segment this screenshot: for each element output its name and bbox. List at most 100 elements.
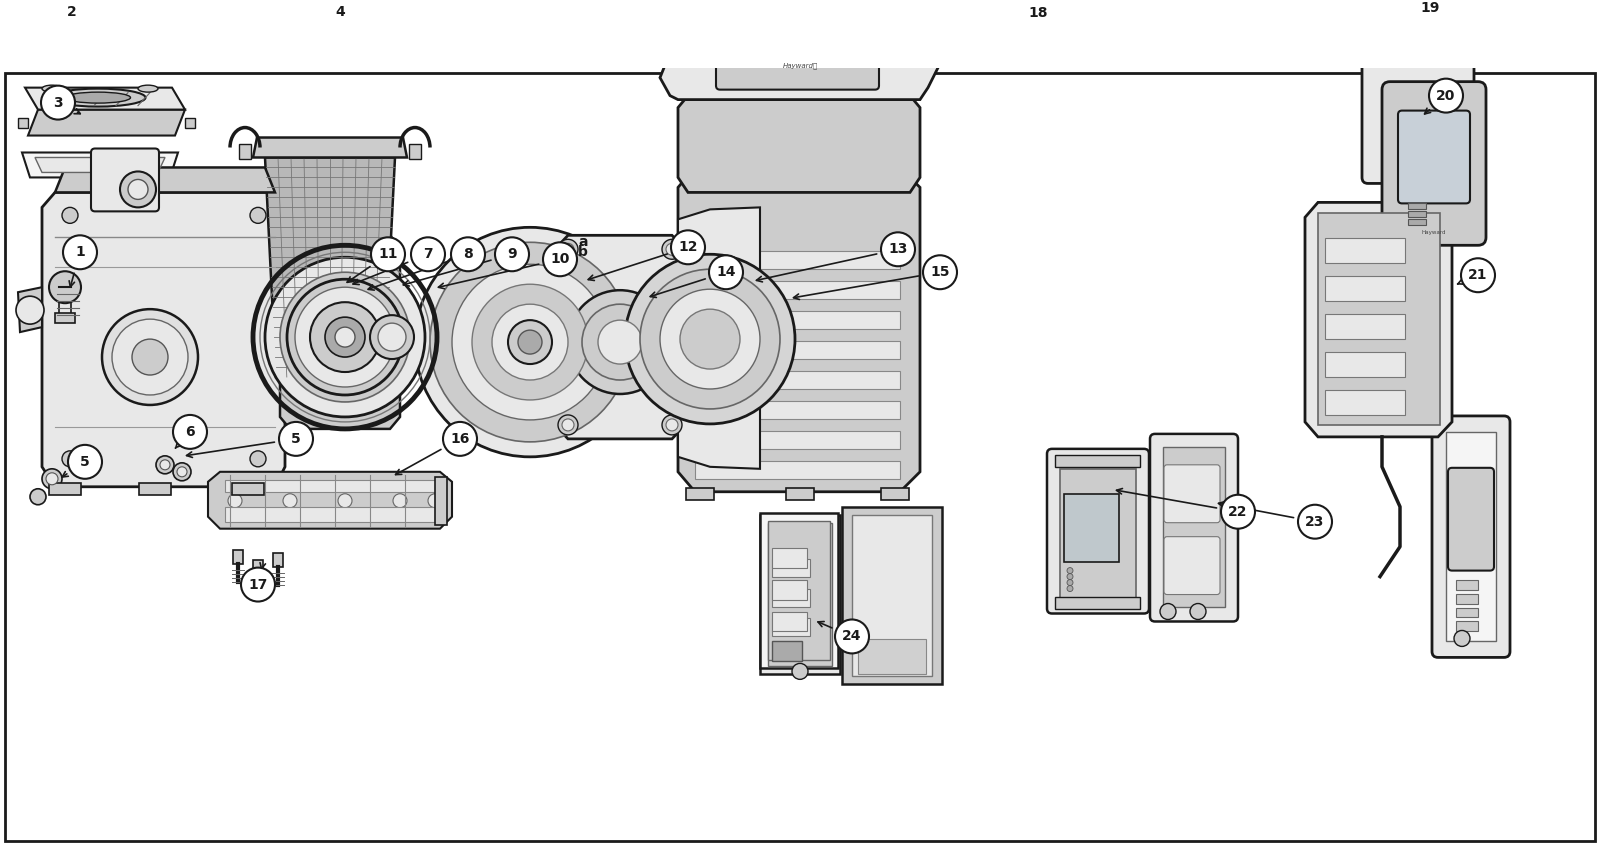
Circle shape bbox=[542, 242, 578, 277]
FancyBboxPatch shape bbox=[768, 523, 832, 667]
Text: HaywardⓇ: HaywardⓇ bbox=[782, 63, 818, 69]
FancyBboxPatch shape bbox=[786, 488, 814, 500]
FancyBboxPatch shape bbox=[1408, 203, 1426, 209]
Ellipse shape bbox=[42, 85, 62, 92]
Circle shape bbox=[173, 415, 206, 449]
Circle shape bbox=[278, 422, 314, 456]
FancyBboxPatch shape bbox=[232, 483, 264, 495]
Text: 8: 8 bbox=[462, 247, 474, 261]
Circle shape bbox=[42, 469, 62, 489]
FancyBboxPatch shape bbox=[1150, 434, 1238, 622]
Text: 4: 4 bbox=[334, 5, 346, 19]
Circle shape bbox=[568, 290, 672, 394]
Circle shape bbox=[112, 319, 189, 395]
Circle shape bbox=[562, 419, 574, 431]
Circle shape bbox=[680, 309, 739, 369]
FancyBboxPatch shape bbox=[771, 612, 806, 631]
FancyBboxPatch shape bbox=[50, 483, 82, 495]
FancyBboxPatch shape bbox=[1398, 111, 1470, 203]
Text: 22: 22 bbox=[1229, 505, 1248, 519]
FancyBboxPatch shape bbox=[234, 550, 243, 563]
Text: 7: 7 bbox=[422, 247, 434, 261]
Circle shape bbox=[1454, 630, 1470, 646]
Circle shape bbox=[1021, 0, 1054, 30]
FancyBboxPatch shape bbox=[694, 371, 899, 389]
Circle shape bbox=[558, 415, 578, 435]
FancyBboxPatch shape bbox=[274, 552, 283, 567]
Circle shape bbox=[131, 339, 168, 375]
FancyBboxPatch shape bbox=[1046, 449, 1149, 613]
Circle shape bbox=[662, 239, 682, 259]
FancyBboxPatch shape bbox=[771, 589, 810, 607]
Text: 5: 5 bbox=[291, 431, 301, 446]
Circle shape bbox=[173, 463, 190, 481]
Circle shape bbox=[1067, 585, 1074, 591]
FancyBboxPatch shape bbox=[1408, 219, 1426, 225]
FancyBboxPatch shape bbox=[1432, 416, 1510, 657]
Circle shape bbox=[1067, 574, 1074, 580]
FancyBboxPatch shape bbox=[226, 507, 435, 522]
Polygon shape bbox=[22, 152, 178, 178]
Circle shape bbox=[120, 172, 157, 207]
Circle shape bbox=[266, 257, 426, 417]
Polygon shape bbox=[186, 118, 195, 128]
FancyBboxPatch shape bbox=[1325, 277, 1405, 301]
Polygon shape bbox=[29, 110, 186, 135]
Circle shape bbox=[46, 473, 58, 485]
FancyBboxPatch shape bbox=[238, 144, 251, 160]
FancyBboxPatch shape bbox=[1382, 82, 1486, 245]
FancyBboxPatch shape bbox=[1456, 607, 1478, 618]
FancyBboxPatch shape bbox=[1054, 596, 1139, 608]
FancyBboxPatch shape bbox=[91, 149, 158, 212]
Circle shape bbox=[1160, 603, 1176, 619]
Circle shape bbox=[334, 327, 355, 347]
Circle shape bbox=[1298, 505, 1331, 539]
Text: 19: 19 bbox=[1421, 1, 1440, 15]
Text: 18: 18 bbox=[1029, 6, 1048, 19]
FancyBboxPatch shape bbox=[771, 580, 806, 600]
Circle shape bbox=[835, 619, 869, 653]
Polygon shape bbox=[678, 207, 760, 469]
FancyBboxPatch shape bbox=[410, 144, 421, 160]
Circle shape bbox=[370, 316, 414, 359]
Circle shape bbox=[414, 228, 645, 457]
FancyBboxPatch shape bbox=[435, 477, 446, 525]
Polygon shape bbox=[552, 235, 688, 439]
Circle shape bbox=[1413, 0, 1446, 25]
Polygon shape bbox=[1306, 202, 1453, 437]
FancyBboxPatch shape bbox=[1318, 213, 1440, 425]
FancyBboxPatch shape bbox=[226, 480, 435, 492]
FancyBboxPatch shape bbox=[1163, 447, 1226, 607]
Text: b: b bbox=[578, 245, 587, 259]
FancyBboxPatch shape bbox=[1325, 239, 1405, 263]
Circle shape bbox=[50, 272, 82, 303]
Polygon shape bbox=[42, 192, 285, 486]
FancyBboxPatch shape bbox=[253, 559, 262, 574]
Circle shape bbox=[294, 287, 395, 387]
Circle shape bbox=[250, 451, 266, 467]
Circle shape bbox=[598, 320, 642, 364]
FancyBboxPatch shape bbox=[1325, 390, 1405, 415]
FancyBboxPatch shape bbox=[54, 313, 75, 323]
Text: Hayward: Hayward bbox=[1422, 230, 1446, 235]
FancyBboxPatch shape bbox=[1165, 536, 1221, 595]
FancyBboxPatch shape bbox=[760, 514, 840, 674]
FancyBboxPatch shape bbox=[1408, 212, 1426, 217]
Circle shape bbox=[128, 179, 147, 200]
FancyBboxPatch shape bbox=[1054, 455, 1139, 467]
FancyBboxPatch shape bbox=[694, 431, 899, 449]
Circle shape bbox=[1067, 580, 1074, 585]
Circle shape bbox=[666, 244, 678, 255]
Text: 9: 9 bbox=[507, 247, 517, 261]
Text: 16: 16 bbox=[450, 431, 470, 446]
Polygon shape bbox=[54, 168, 275, 192]
FancyBboxPatch shape bbox=[694, 251, 899, 269]
Circle shape bbox=[1221, 495, 1254, 529]
Polygon shape bbox=[18, 287, 42, 332]
Ellipse shape bbox=[138, 85, 158, 92]
FancyBboxPatch shape bbox=[851, 514, 931, 676]
Polygon shape bbox=[208, 472, 453, 529]
Circle shape bbox=[338, 494, 352, 508]
Circle shape bbox=[662, 415, 682, 435]
Circle shape bbox=[250, 207, 266, 223]
